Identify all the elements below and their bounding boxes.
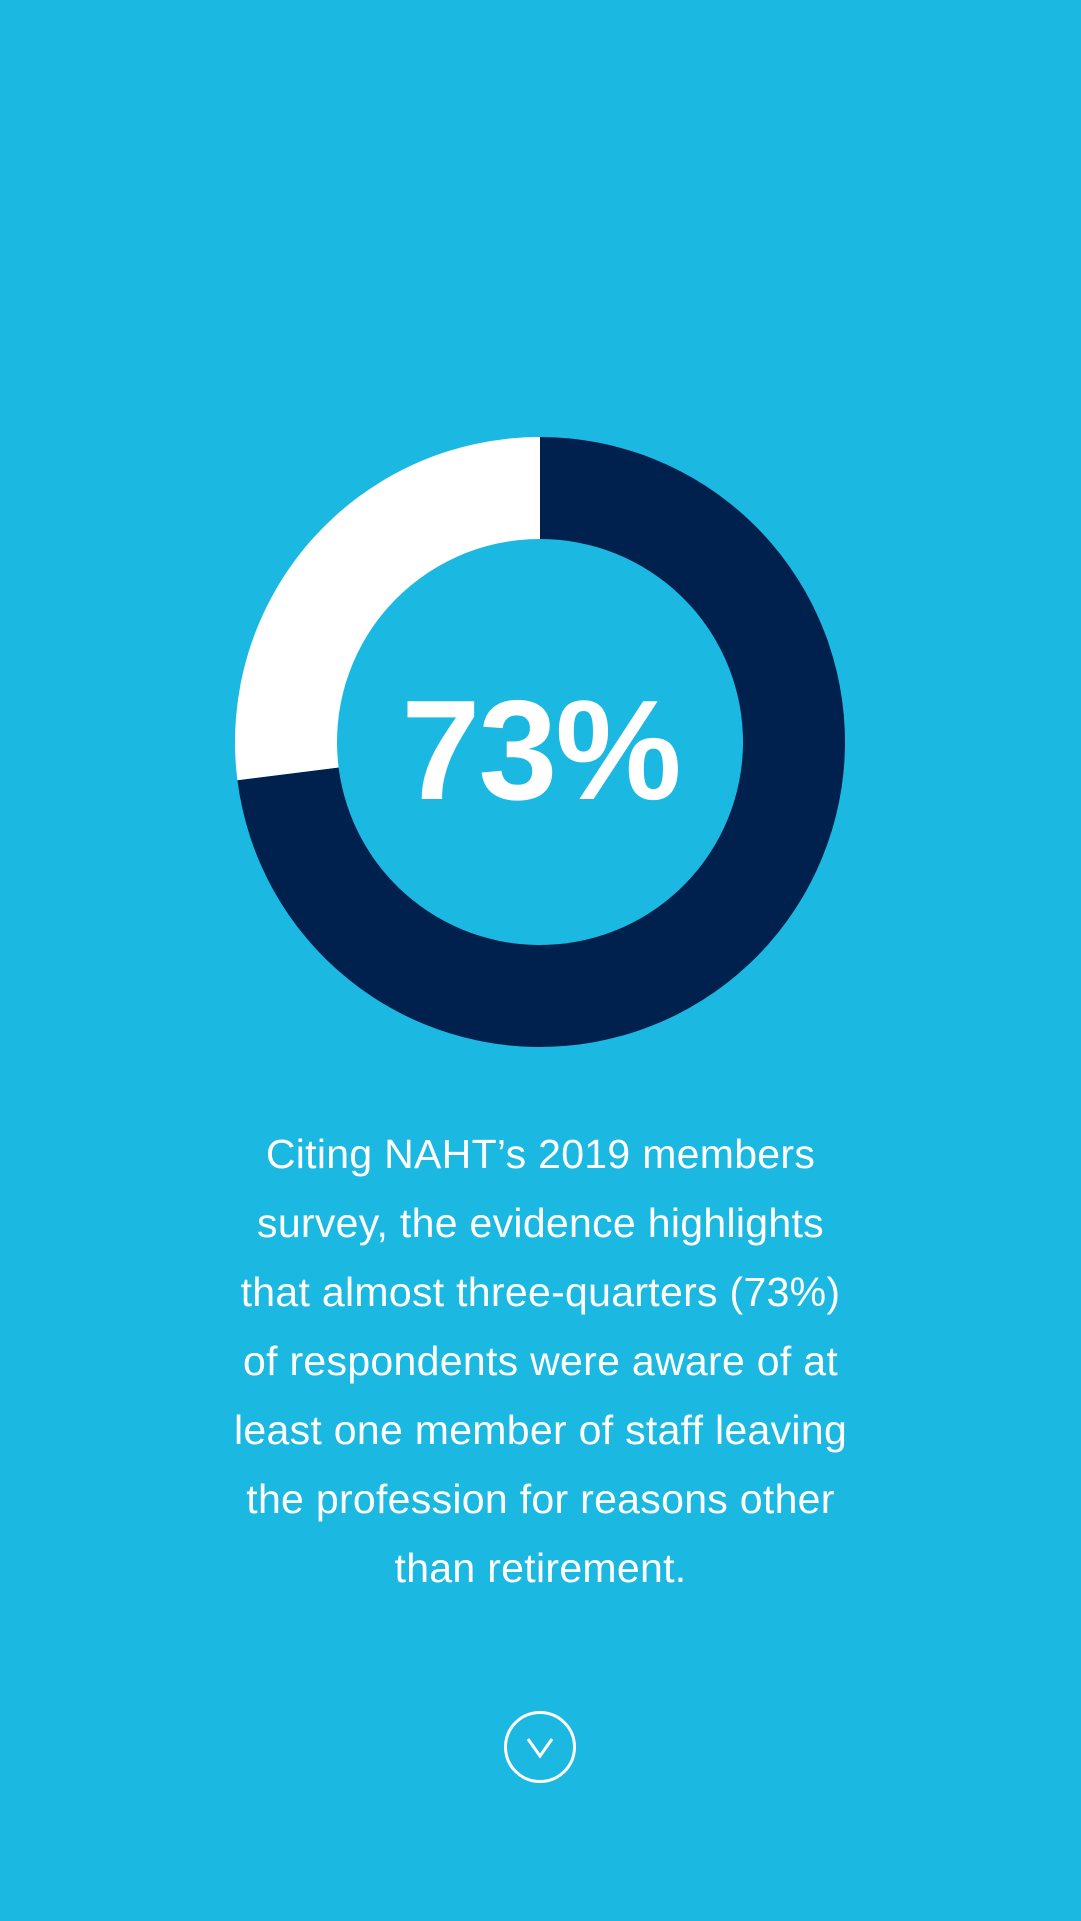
donut-slice-0	[237, 437, 845, 1047]
caption: Citing NAHT’s 2019 members survey, the e…	[150, 1120, 931, 1603]
scroll-down-button[interactable]	[503, 1710, 577, 1784]
caption-line: least one member of staff leaving	[233, 1407, 848, 1453]
caption-line: of respondents were aware of at	[242, 1338, 839, 1384]
caption-line: survey, the evidence highlights	[257, 1200, 824, 1246]
caption-line: Citing NAHT’s 2019 members	[265, 1131, 816, 1177]
center-percentage: 73%	[401, 671, 681, 830]
chevron-down-circle-icon	[504, 1711, 576, 1783]
donut-slice-1	[235, 437, 541, 781]
caption-line: that almost three-quarters (73%)	[240, 1269, 841, 1315]
caption-line: the profession for reasons other	[246, 1476, 835, 1522]
caption-line: than retirement.	[394, 1545, 687, 1591]
